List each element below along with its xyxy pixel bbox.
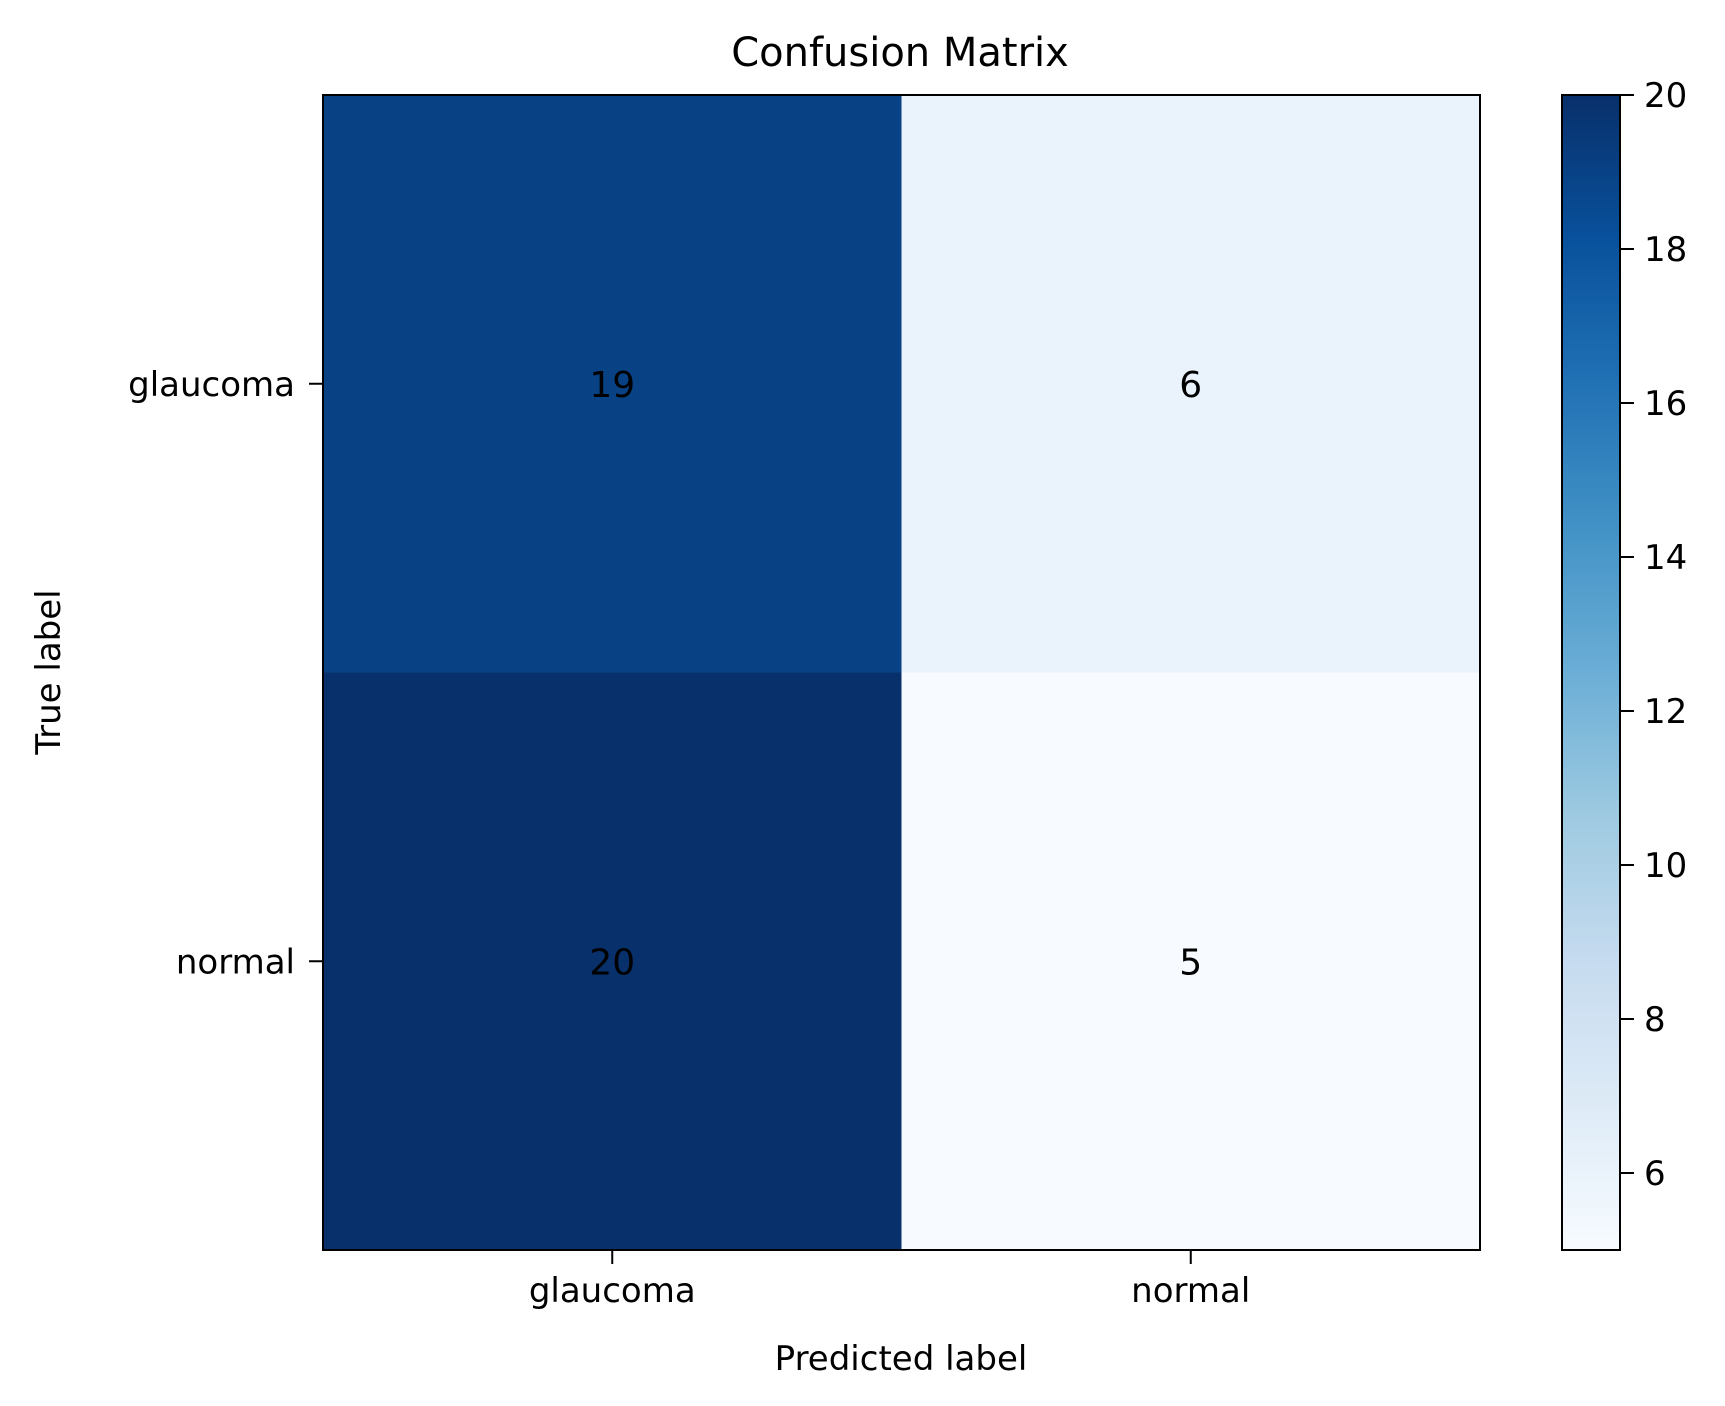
x-axis-label: Predicted label <box>775 1339 1028 1379</box>
x-axis: glaucoma normal <box>529 1250 1250 1311</box>
colorbar-tick-label: 18 <box>1644 230 1687 270</box>
colorbar-tick-label: 14 <box>1644 538 1687 578</box>
cell-value-label: 19 <box>589 365 635 406</box>
colorbar <box>1561 94 1621 1251</box>
cell-normal-glaucoma <box>323 672 902 1251</box>
y-axis-label: True label <box>29 589 69 755</box>
colorbar-tick-label: 8 <box>1644 1000 1666 1040</box>
heatmap-cells: 19 6 20 5 <box>323 95 1481 1251</box>
y-tick-label: normal <box>176 942 295 982</box>
colorbar-tick-label: 10 <box>1644 846 1687 886</box>
colorbar-ticks: 6 8 10 12 14 16 18 20 <box>1620 76 1687 1194</box>
chart-title: Confusion Matrix <box>731 30 1069 76</box>
colorbar-tick-label: 20 <box>1644 76 1687 116</box>
cell-value-label: 6 <box>1179 365 1202 406</box>
colorbar-tick-label: 12 <box>1644 692 1687 732</box>
colorbar-tick-label: 16 <box>1644 384 1687 424</box>
cell-value-label: 5 <box>1179 942 1202 983</box>
colorbar-tick-label: 6 <box>1644 1154 1666 1194</box>
x-tick-label: glaucoma <box>529 1271 696 1311</box>
cell-value-label: 20 <box>589 942 635 983</box>
cell-glaucoma-glaucoma <box>323 95 902 673</box>
y-axis: glaucoma normal <box>128 365 323 982</box>
x-tick-label: normal <box>1131 1271 1250 1311</box>
y-tick-label: glaucoma <box>128 365 295 405</box>
plot-frame <box>322 94 1481 1251</box>
cell-normal-normal <box>901 672 1481 1251</box>
cell-glaucoma-normal <box>901 95 1481 673</box>
